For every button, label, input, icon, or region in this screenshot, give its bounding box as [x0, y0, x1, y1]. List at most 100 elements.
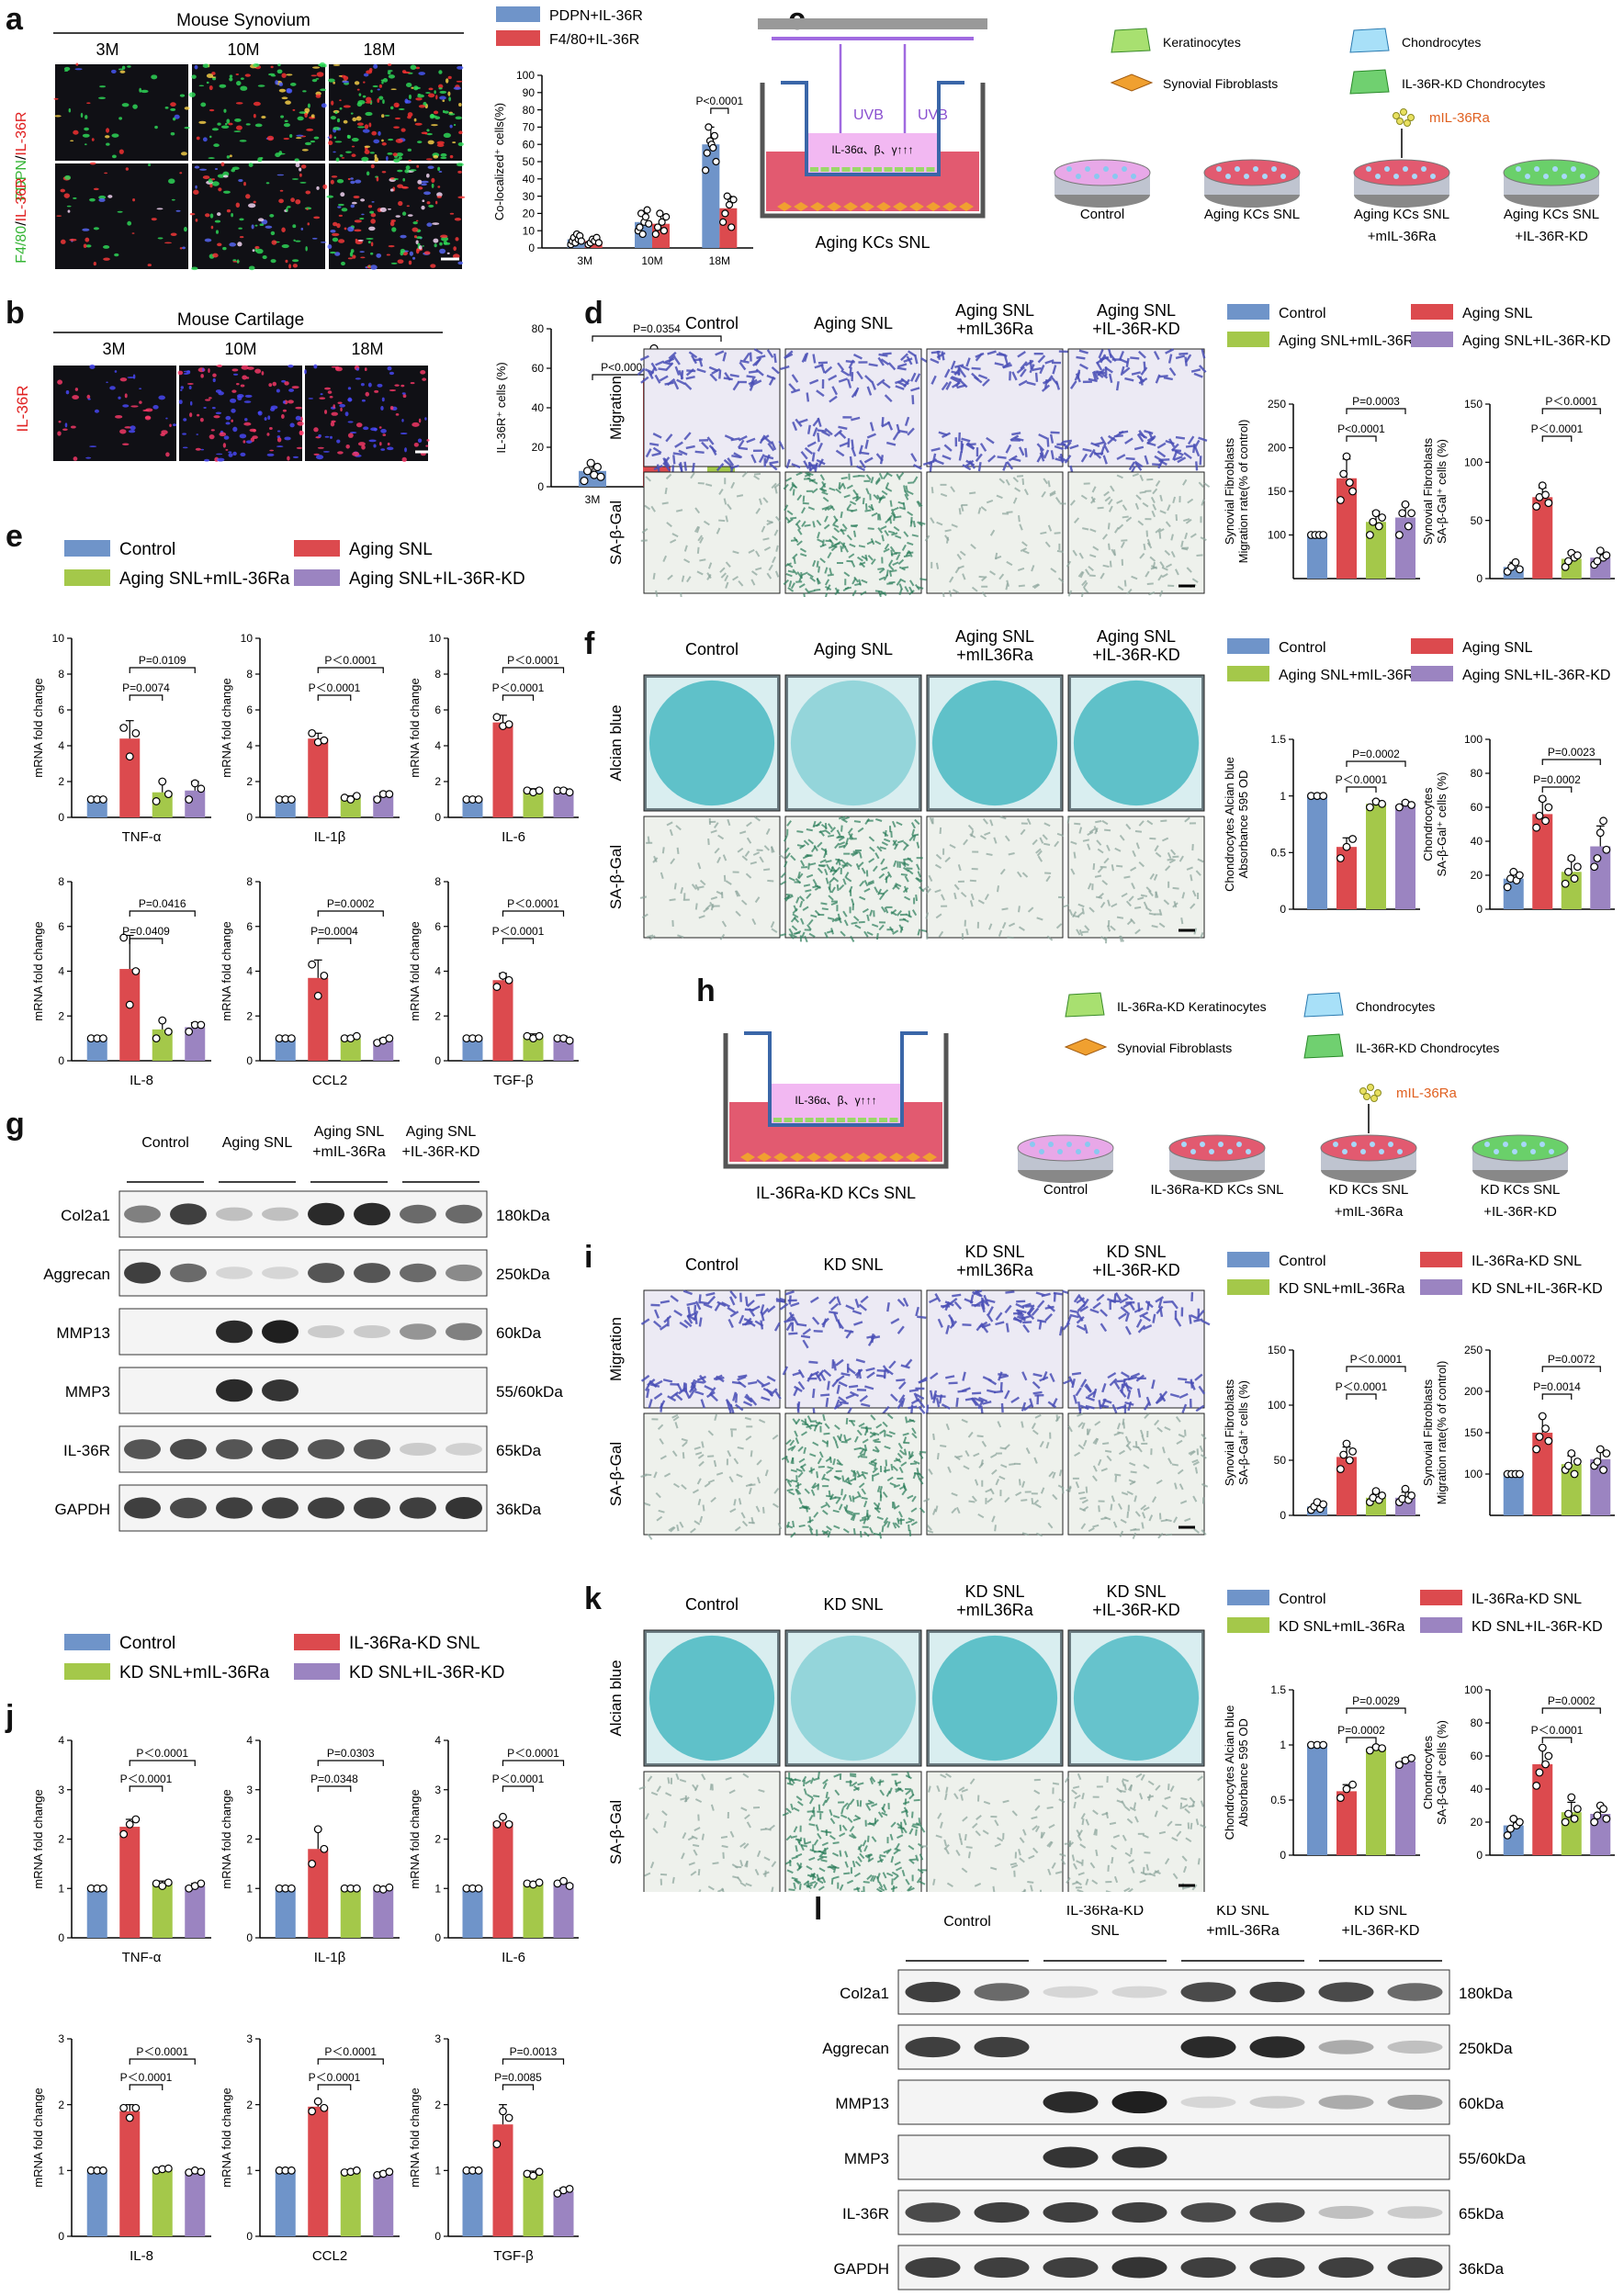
stained-cell — [1104, 828, 1111, 832]
cell — [1100, 354, 1107, 364]
stained-cell — [713, 822, 719, 828]
stained-cell — [996, 494, 1003, 500]
cell — [941, 1403, 951, 1410]
cell-signal — [366, 237, 374, 240]
stained-cell — [725, 561, 731, 568]
keratinocyte — [784, 1118, 793, 1122]
stained-cell — [1072, 549, 1077, 557]
data-point — [1336, 496, 1345, 504]
stained-cell — [1092, 1465, 1098, 1472]
cell — [835, 1375, 845, 1382]
cell — [904, 416, 910, 426]
data-point — [308, 728, 317, 737]
cell — [727, 1318, 734, 1329]
cell — [693, 1311, 699, 1321]
fibroblast — [856, 1153, 871, 1162]
stained-cell — [1020, 828, 1026, 836]
stained-cell — [801, 507, 806, 514]
migration-tile — [926, 1289, 1064, 1409]
cell — [1079, 1305, 1088, 1312]
stained-cell — [1161, 837, 1169, 842]
stained-cell — [871, 923, 879, 928]
gene-label: TGF-β — [493, 1073, 534, 1088]
transwell-insert — [744, 1031, 928, 1127]
stained-cell — [1140, 1504, 1147, 1511]
cell-signal — [139, 388, 142, 390]
cell-signal — [114, 253, 119, 257]
cell-signal — [212, 377, 216, 383]
dish-label: Control — [1043, 1182, 1088, 1198]
stained-cell — [1113, 549, 1116, 557]
stained-cell — [786, 1521, 790, 1528]
stained-cell — [755, 550, 761, 557]
cell — [769, 463, 778, 471]
stained-cell — [799, 917, 805, 925]
p-value-label: P=0.0002 — [1352, 748, 1400, 760]
cell-signal — [209, 397, 212, 400]
dish-label: KD KCs SNL — [1481, 1182, 1561, 1198]
stained-cell — [857, 827, 864, 833]
stained-cell — [674, 1422, 679, 1429]
cell-signal — [231, 389, 237, 393]
cell — [1097, 368, 1106, 377]
cell — [1077, 1303, 1086, 1312]
protein-band — [262, 1379, 299, 1401]
cell-signal — [196, 136, 200, 141]
cell — [892, 431, 900, 441]
cell — [1552, 166, 1558, 172]
stained-cell — [707, 562, 713, 569]
cell-signal — [357, 239, 364, 242]
p-value-label: P=0.0003 — [1352, 395, 1400, 408]
legend-entry: KD SNL+mIL-36Ra — [1279, 1281, 1404, 1297]
column-header: Aging SNL — [1097, 627, 1176, 646]
cell — [972, 1398, 980, 1407]
stained-cell — [1043, 478, 1048, 485]
stained-cell — [1032, 1429, 1039, 1435]
synovium-title: Mouse Synovium — [176, 11, 310, 30]
stained-cell — [832, 1458, 836, 1466]
stained-cell — [847, 1817, 853, 1823]
cell — [867, 1337, 874, 1346]
cell-signal — [170, 107, 176, 112]
cell — [962, 464, 972, 471]
cell-signal — [276, 445, 284, 447]
stained-cell — [1155, 851, 1162, 858]
cell — [1530, 1149, 1536, 1154]
cell-signal — [341, 261, 345, 266]
cell — [1142, 1314, 1152, 1322]
stained-cell — [1087, 883, 1092, 890]
stained-cell — [840, 528, 845, 535]
data-point — [1602, 551, 1611, 560]
stained-cell — [748, 1487, 752, 1495]
cell — [1131, 371, 1142, 376]
cell-signal — [105, 135, 110, 139]
stained-cell — [1180, 540, 1184, 547]
cell-signal — [104, 172, 108, 174]
panel-label-b: b — [6, 296, 25, 331]
cell-signal — [350, 180, 355, 185]
cell-signal — [324, 387, 332, 390]
stained-cell — [967, 824, 975, 831]
stained-cell — [1149, 556, 1156, 562]
cell — [995, 1321, 1005, 1326]
stained-cell — [880, 591, 887, 597]
stained-cell — [944, 529, 952, 533]
stained-cell — [801, 1504, 808, 1510]
stained-cell — [1175, 513, 1179, 522]
cell-signal — [339, 154, 344, 157]
cell — [836, 1296, 841, 1306]
stained-cell — [914, 583, 920, 591]
cell — [975, 353, 983, 362]
cell — [1096, 1293, 1105, 1302]
stained-cell — [989, 529, 996, 536]
stained-cell — [899, 926, 904, 933]
protein-band — [170, 1497, 207, 1519]
stained-cell — [754, 816, 761, 822]
cell-signal — [366, 171, 370, 176]
data-point — [1345, 478, 1354, 487]
stained-cell — [892, 1465, 898, 1472]
fibroblast — [873, 1153, 887, 1162]
stained-cell — [785, 1478, 793, 1483]
